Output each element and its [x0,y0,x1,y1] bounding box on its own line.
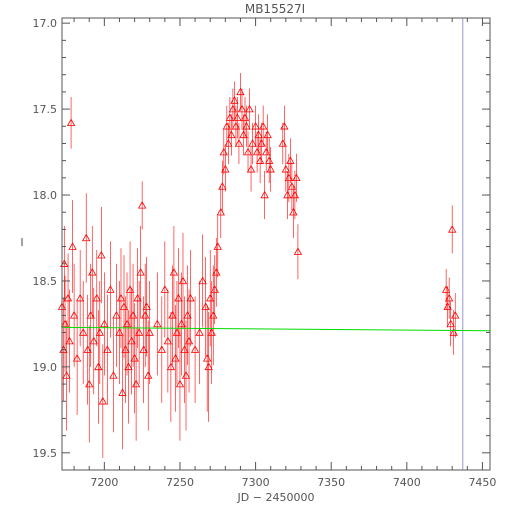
y-tick-label: 17.0 [33,17,58,30]
data-point-triangle [280,121,289,130]
data-point-triangle [134,328,144,336]
data-point-triangle [181,371,191,379]
y-tick-label: 19.0 [33,361,58,374]
data-point-triangle [116,293,126,302]
y-tick-label: 19.5 [33,447,58,460]
data-point-triangle [258,121,268,130]
data-point-triangle [85,379,94,388]
data-point-triangle [224,139,233,147]
data-point-triangle [293,247,303,255]
data-layer [57,18,491,470]
data-point-triangle [174,293,183,302]
data-point-triangle [221,164,230,173]
data-point-triangle [227,130,236,139]
data-point-triangle [97,250,106,259]
data-point-triangle [446,319,455,328]
data-point-triangle [103,345,112,353]
data-point-triangle [136,268,145,276]
data-point-triangle [234,139,244,147]
data-point-triangle [213,242,222,250]
x-axis-label: JD − 2450000 [237,491,315,504]
y-axis-label: I [20,236,23,249]
data-point-triangle [190,345,200,353]
data-point-triangle [78,328,88,336]
data-point-triangle [66,118,76,127]
data-point-triangle [246,164,256,173]
y-tick-label: 18.5 [33,275,58,288]
data-point-triangle [248,139,257,147]
axis-ticks: 7200 7250 7300 7350 7400 7450 17.0 17.5 18.0 18.5… [33,17,497,489]
x-tick-label: 7350 [317,476,345,489]
data-point-triangle [62,371,71,379]
data-point-triangle [163,336,173,345]
data-point-triangle [92,293,101,302]
data-point-triangle [69,310,79,319]
data-point-triangle [243,147,253,156]
x-tick-label: 7250 [166,476,194,489]
data-point-triangle [245,104,254,113]
data-point-triangle [175,379,185,388]
data-point-triangle [98,396,108,405]
y-tick-label: 18.0 [33,189,58,202]
data-point-triangle [260,190,269,199]
data-point-triangle [242,121,251,130]
data-point-triangle [218,182,227,190]
data-point-triangle [95,328,104,336]
data-point-triangle [82,233,91,242]
data-point-triangle [153,319,162,328]
data-point-triangle [106,285,115,293]
plot-frame [61,17,491,471]
data-point-triangle [204,362,213,371]
data-point-triangle [292,173,301,182]
x-tick-label: 7300 [242,476,270,489]
data-point-triangle [100,319,109,328]
data-point-triangle [178,276,188,285]
data-point-triangle [166,362,176,371]
chart-title: MB15527I [245,2,305,16]
data-point-triangle [109,371,118,379]
data-point-triangle [72,353,82,362]
data-point-triangle [195,328,204,336]
data-point-triangle [263,130,272,139]
data-point-triangle [131,379,141,388]
x-tick-label: 7400 [393,476,421,489]
baseline-line [61,326,491,332]
data-point-triangle [142,302,151,310]
data-point-triangle [124,362,133,371]
data-point-triangle [281,164,291,173]
data-point-triangle [157,345,166,353]
data-point-triangle [251,121,260,130]
data-point-triangle [286,156,295,164]
data-point-triangle [145,328,154,336]
data-point-triangle [237,104,247,113]
data-point-triangle [233,113,242,121]
x-tick-label: 7200 [90,476,118,489]
data-point-triangle [451,310,460,319]
data-point-triangle [118,388,127,396]
data-point-triangle [89,336,98,345]
data-point-triangle [88,268,97,276]
data-point-triangle [169,268,179,276]
y-tick-label: 17.5 [33,103,58,116]
data-point-triangle [266,164,275,173]
data-point-triangle [160,285,170,293]
data-point-triangle [75,293,85,302]
data-point-triangle [112,310,121,319]
data-point-triangle [230,96,239,104]
data-point-triangle [448,225,457,233]
data-point-triangle [198,276,207,285]
data-point-triangle [287,182,297,190]
data-point-triangle [137,201,147,209]
data-point-triangle [68,242,77,250]
data-point-triangle [186,293,195,302]
data-point-triangle [254,130,263,139]
x-tick-label: 7450 [468,476,496,489]
data-point-triangle [444,293,454,302]
data-point-triangle [65,336,74,345]
